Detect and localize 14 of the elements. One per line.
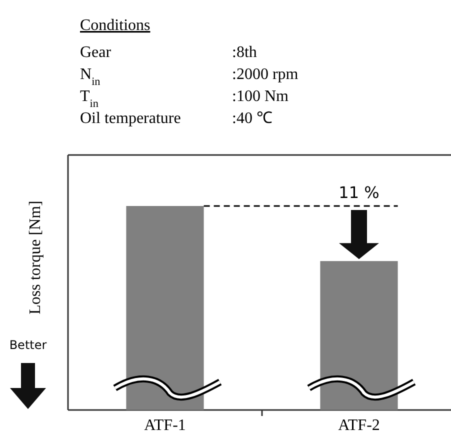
text: N$_{in}$ bbox=[80, 66, 101, 88]
text: Gear bbox=[80, 44, 112, 61]
text: :40 ℃ bbox=[232, 110, 272, 127]
y-axis-title: Loss torque [Nm] bbox=[27, 200, 44, 314]
text: 11 % bbox=[338, 183, 380, 202]
text: :8th bbox=[232, 44, 257, 61]
text: T$_{in}$ bbox=[80, 88, 99, 110]
x-tick-label: ATF-2 bbox=[338, 417, 380, 434]
text: Oil temperature bbox=[80, 110, 181, 127]
text: :100 Nm bbox=[232, 88, 289, 105]
text: Better bbox=[9, 338, 47, 352]
x-tick-label: ATF-1 bbox=[144, 417, 186, 434]
text: :2000 rpm bbox=[232, 66, 299, 83]
text: Conditions bbox=[80, 17, 150, 34]
